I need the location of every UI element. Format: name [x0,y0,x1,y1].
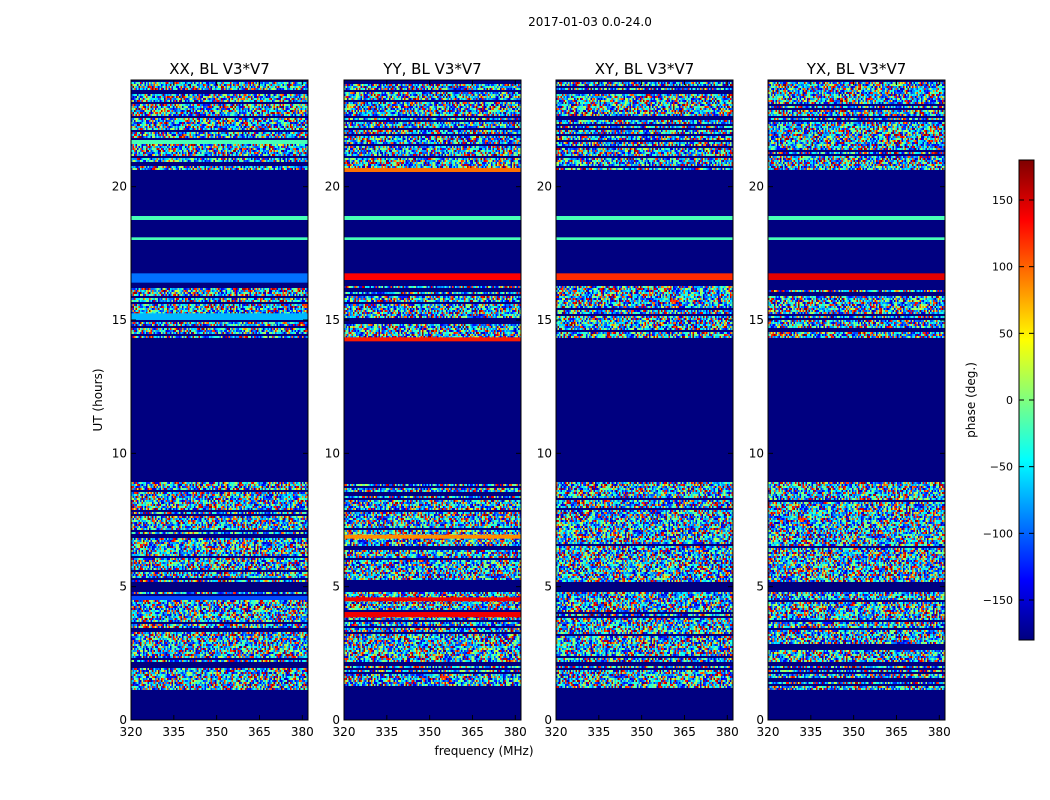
y-tick-label: 20 [749,180,764,194]
panel-band [768,237,945,240]
x-tick-label: 335 [162,725,185,739]
panel-noise-image [344,80,521,720]
panel-4: YX, BL V3*V7 320 335 350 365 380 0 5 10 15 20 [749,60,951,739]
y-tick-label: 5 [119,580,127,594]
panel-frame [767,79,946,721]
colorbar-label: phase (deg.) [964,362,978,438]
colorbar-tick-label: 50 [999,327,1013,340]
x-tick-label: 380 [291,725,314,739]
x-axis-label: frequency (MHz) [434,744,533,758]
y-tick-label: 15 [537,313,552,327]
panel-band [768,273,945,280]
figure-suptitle: 2017-01-03 0.0-24.0 [528,15,652,29]
panel-noise-image [556,80,733,720]
colorbar-tick-label: 150 [992,194,1013,207]
panel-band [131,313,308,320]
x-tick-label: 380 [928,725,951,739]
x-tick-label: 350 [842,725,865,739]
panel-band [131,216,308,220]
x-tick-label: 365 [673,725,696,739]
y-tick-label: 5 [332,580,340,594]
x-tick-label: 320 [120,725,143,739]
y-tick-label: 10 [537,446,552,460]
x-tick-label: 320 [333,725,356,739]
colorbar-tick-label: −150 [983,594,1013,607]
panel-band [344,273,521,280]
colorbar-tick-label: 0 [1006,394,1013,407]
y-tick-label: 0 [544,713,552,727]
panel-band [768,216,945,220]
panel-title: XY, BL V3*V7 [595,60,695,78]
panel-band [344,216,521,220]
panel-band [344,597,521,602]
x-tick-label: 320 [757,725,780,739]
y-tick-label: 15 [749,313,764,327]
y-axis-label: UT (hours) [91,368,105,431]
x-tick-label: 350 [205,725,228,739]
x-tick-label: 365 [461,725,484,739]
panel-noise-image [768,80,945,720]
y-tick-label: 10 [325,446,340,460]
colorbar-tick-label: 100 [992,261,1013,274]
x-tick-label: 335 [375,725,398,739]
y-tick-label: 20 [325,180,340,194]
y-tick-label: 20 [112,180,127,194]
panel-band [131,237,308,240]
y-tick-label: 0 [756,713,764,727]
x-tick-label: 350 [418,725,441,739]
x-tick-label: 335 [799,725,822,739]
panel-band [131,273,308,283]
panel-noise-image [131,80,308,720]
panel-band [344,534,521,539]
x-tick-label: 365 [248,725,271,739]
x-tick-label: 320 [545,725,568,739]
panel-1: XX, BL V3*V7 320 335 350 365 380 0 5 10 15 20 [112,60,314,739]
x-tick-label: 335 [587,725,610,739]
panel-band [556,216,733,220]
y-tick-label: 5 [756,580,764,594]
y-tick-label: 0 [119,713,127,727]
panel-band [344,337,521,342]
panel-band [131,596,308,600]
panel-band [556,273,733,280]
x-tick-label: 350 [630,725,653,739]
x-tick-label: 365 [885,725,908,739]
panel-frame [130,79,309,721]
panel-band [344,612,521,618]
panel-frame [555,79,734,721]
y-tick-label: 5 [544,580,552,594]
x-tick-label: 380 [716,725,739,739]
colorbar-tick-label: −100 [983,527,1013,540]
panel-3: XY, BL V3*V7 320 335 350 365 380 0 5 10 15 20 [537,60,739,739]
y-tick-label: 10 [112,446,127,460]
x-tick-label: 380 [504,725,527,739]
panel-band [344,168,521,172]
panel-title: XX, BL V3*V7 [169,60,270,78]
panel-band [131,140,308,144]
colorbar: 150 100 50 0 −50 −100 −150 phase (deg.) [964,159,1035,641]
y-tick-label: 20 [537,180,552,194]
y-tick-label: 15 [325,313,340,327]
y-tick-label: 15 [112,313,127,327]
panel-2: YY, BL V3*V7 320 335 350 365 380 0 5 10 15 20 [325,60,527,739]
panel-frame [343,79,522,721]
panel-title: YX, BL V3*V7 [806,60,907,78]
panel-band [344,237,521,240]
panel-title: YY, BL V3*V7 [382,60,481,78]
y-tick-label: 0 [332,713,340,727]
colorbar-tick-label: −50 [990,461,1013,474]
colorbar-ticks: 150 100 50 0 −50 −100 −150 [983,194,1034,607]
panel-band [556,237,733,240]
y-tick-label: 10 [749,446,764,460]
